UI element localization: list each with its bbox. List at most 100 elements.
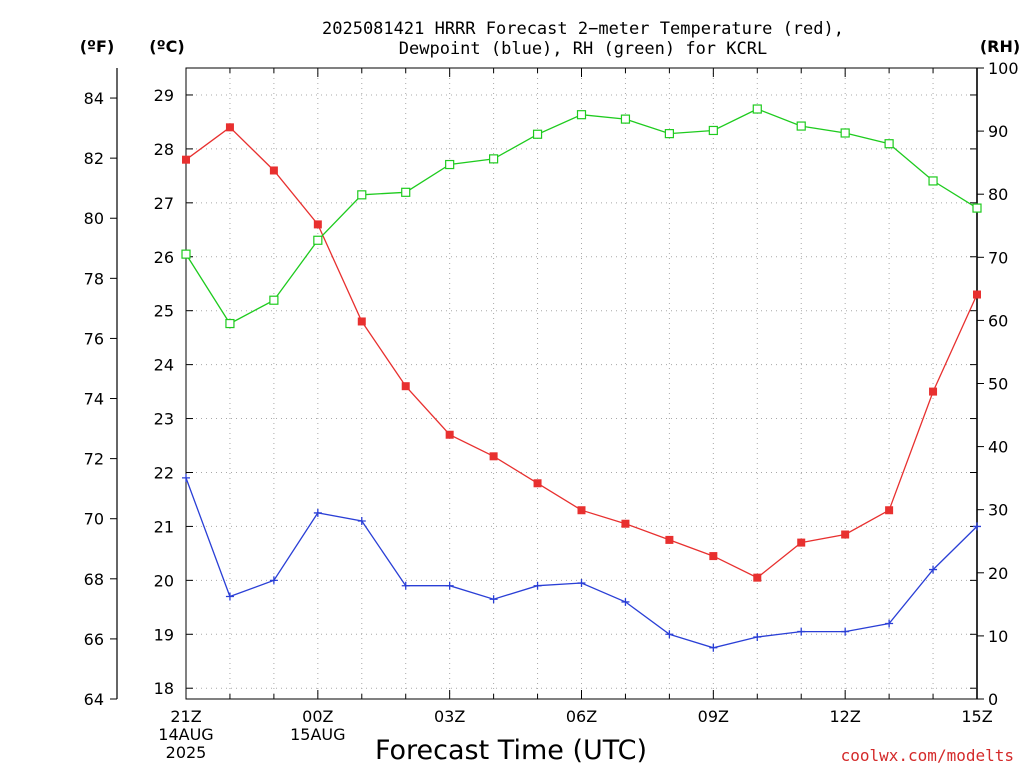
- celsius-unit-label: (ºC): [149, 37, 184, 56]
- dewpoint-point: [621, 597, 630, 606]
- rh-point: [489, 154, 499, 164]
- dewpoint-point: [841, 627, 850, 636]
- fahrenheit-tick-label: 82: [84, 149, 104, 168]
- rh-point: [532, 129, 543, 139]
- celsius-tick-label: 19: [154, 625, 174, 644]
- fahrenheit-tick-label: 64: [84, 690, 104, 709]
- rh-unit-label: (RH): [980, 37, 1020, 56]
- x-tick-label: 12Z: [830, 707, 861, 726]
- temperature-point: [885, 506, 894, 515]
- dewpoint-point: [357, 517, 366, 526]
- credit-link[interactable]: coolwx.com/modelts: [841, 746, 1014, 765]
- rh-tick-label: 70: [988, 248, 1008, 267]
- rh-point: [752, 104, 762, 114]
- dewpoint-point: [533, 581, 542, 590]
- temperature-point: [797, 538, 806, 547]
- temperature-point: [753, 573, 762, 582]
- x-tick-label: 06Z: [566, 707, 597, 726]
- rh-tick-label: 50: [988, 375, 1008, 394]
- celsius-tick-label: 24: [154, 356, 174, 375]
- rh-tick-label: 90: [988, 122, 1008, 141]
- fahrenheit-tick-label: 74: [84, 390, 104, 409]
- data-series: [181, 104, 982, 652]
- x-tick-date-label: 2025: [166, 743, 207, 762]
- rh-point: [181, 249, 191, 259]
- temperature-point: [489, 452, 498, 461]
- dewpoint-point: [929, 565, 938, 574]
- rh-point: [708, 125, 718, 136]
- rh-tick-label: 60: [988, 311, 1008, 330]
- rh-series: [181, 104, 982, 329]
- dewpoint-point: [577, 579, 586, 588]
- fahrenheit-unit-label: (ºF): [80, 37, 115, 56]
- x-axis-label: Forecast Time (UTC): [375, 735, 647, 766]
- fahrenheit-tick-label: 78: [84, 269, 104, 288]
- rh-point: [928, 176, 938, 186]
- x-tick-label: 21Z: [170, 707, 201, 726]
- rh-tick-label: 0: [988, 690, 998, 709]
- celsius-tick-label: 22: [154, 463, 174, 482]
- x-tick-label: 03Z: [434, 707, 465, 726]
- x-tick-date-label: 15AUG: [290, 725, 345, 744]
- temperature-point: [973, 290, 981, 299]
- fahrenheit-tick-label: 80: [84, 209, 104, 228]
- temperature-point: [401, 382, 410, 391]
- rh-point: [269, 295, 279, 305]
- dewpoint-point: [269, 576, 278, 585]
- dewpoint-point: [445, 581, 454, 590]
- fahrenheit-tick-label: 68: [84, 570, 104, 589]
- x-tick-label: 00Z: [302, 707, 333, 726]
- temperature-point: [445, 430, 454, 439]
- celsius-tick-label: 25: [154, 302, 174, 321]
- rh-point: [576, 110, 587, 120]
- rh-point: [796, 121, 806, 131]
- fahrenheit-tick-label: 84: [84, 89, 104, 108]
- dewpoint-point: [225, 592, 234, 601]
- rh-point: [225, 318, 235, 329]
- rh-tick-label: 40: [988, 438, 1008, 457]
- temperature-series: [182, 123, 981, 582]
- rh-point: [445, 159, 455, 170]
- temperature-point: [225, 123, 234, 132]
- rh-point: [840, 128, 850, 138]
- rh-point: [884, 139, 894, 149]
- temperature-point: [357, 317, 366, 326]
- dewpoint-point: [885, 619, 894, 628]
- chart-title-line-1: 2025081421 HRRR Forecast 2−meter Tempera…: [322, 19, 844, 39]
- temperature-point: [533, 479, 542, 488]
- fahrenheit-tick-label: 72: [84, 450, 104, 469]
- rh-tick-label: 20: [988, 564, 1008, 583]
- rh-point: [664, 129, 674, 139]
- axes: 18 19 20 21 22 23 24 25 26 27 28 29 64 66 68 70 72 74 76 78…: [84, 59, 1019, 762]
- rh-point: [313, 235, 323, 245]
- rh-point: [972, 203, 982, 213]
- temperature-point: [709, 552, 718, 561]
- chart-title: 2025081421 HRRR Forecast 2−meter Tempera…: [322, 19, 844, 59]
- dewpoint-point: [797, 627, 806, 636]
- dewpoint-series: [182, 473, 981, 652]
- x-tick-label: 09Z: [698, 707, 729, 726]
- dewpoint-point: [401, 581, 410, 590]
- fahrenheit-tick-label: 76: [84, 329, 104, 348]
- x-tick-label: 15Z: [961, 707, 992, 726]
- rh-point: [357, 190, 367, 200]
- celsius-tick-label: 21: [154, 517, 174, 536]
- temperature-point: [577, 506, 586, 515]
- celsius-tick-label: 23: [154, 410, 174, 429]
- fahrenheit-tick-label: 66: [84, 630, 104, 649]
- celsius-tick-label: 26: [154, 248, 174, 267]
- celsius-tick-label: 20: [154, 571, 174, 590]
- celsius-tick-label: 18: [154, 679, 174, 698]
- rh-line: [185, 108, 978, 325]
- rh-point: [620, 114, 631, 124]
- temperature-point: [621, 519, 630, 528]
- dewpoint-point: [313, 508, 322, 517]
- dewpoint-point: [753, 632, 762, 641]
- chart-title-line-2: Dewpoint (blue), RH (green) for KCRL: [399, 39, 767, 59]
- rh-tick-label: 30: [988, 501, 1008, 520]
- grid-lines: [186, 68, 977, 699]
- celsius-tick-label: 29: [154, 86, 174, 105]
- temperature-point: [269, 166, 278, 175]
- rh-tick-label: 80: [988, 185, 1008, 204]
